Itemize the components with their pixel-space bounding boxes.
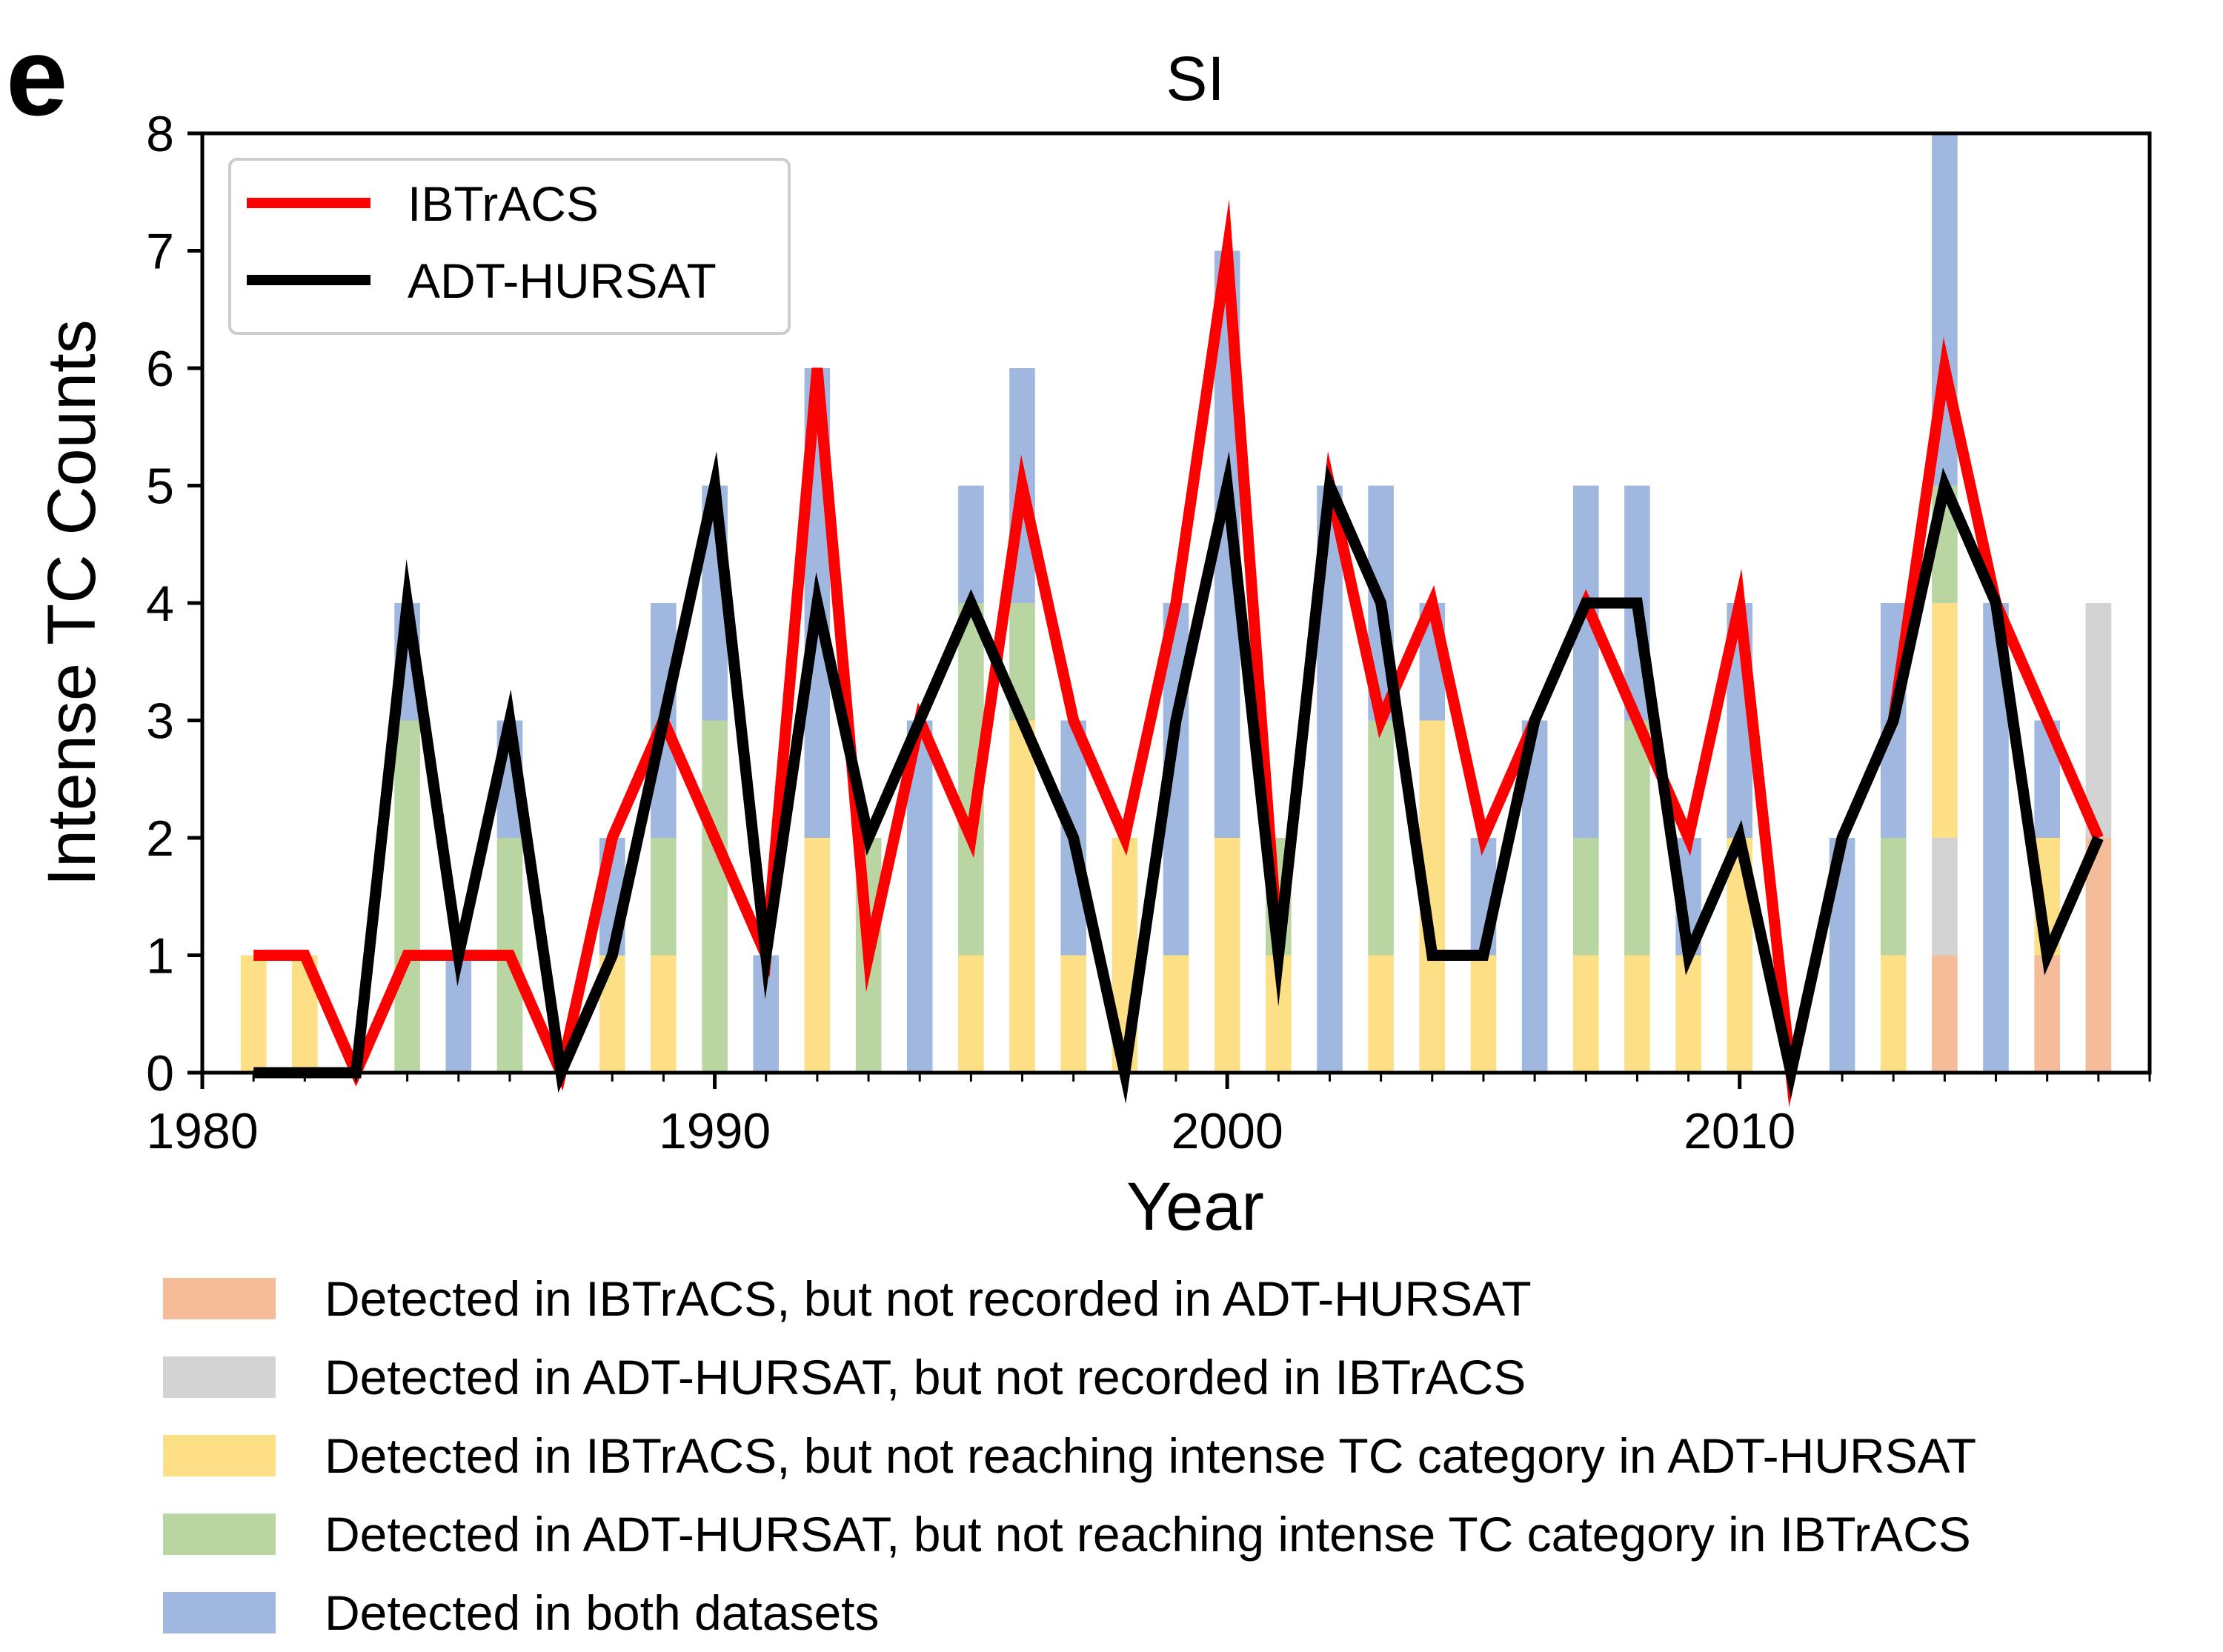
legend-swatch-adt-not-intense: [163, 1513, 276, 1555]
bar-ibtracs_not_intense_adt-1996: [1009, 720, 1035, 1073]
bar-ibtracs_not_intense_adt-1989: [651, 955, 677, 1073]
x-tick-label: 2000: [1172, 1103, 1283, 1159]
bar-ibtracs_not_intense_adt-2000: [1214, 838, 1240, 1073]
x-tick-label: 2010: [1684, 1103, 1795, 1159]
bar-adt_not_intense_ibtracs-2013: [1880, 838, 1907, 956]
legend-label-both: Detected in both datasets: [325, 1585, 880, 1640]
y-tick-label: 2: [146, 810, 174, 867]
bar-ibtracs_not_intense_adt-1999: [1163, 955, 1189, 1073]
bar-adt_not_intense_ibtracs-2003: [1368, 720, 1394, 956]
legend-label-ibtracs-not-intense: Detected in IBTrACS, but not reaching in…: [325, 1428, 1977, 1483]
bar-ibtracs_not_intense_adt-1981: [240, 955, 267, 1073]
bar-both-1995: [958, 485, 984, 603]
bar-ibtracs_not_intense_adt-1995: [958, 955, 984, 1073]
line-legend: IBTrACS ADT-HURSAT: [228, 158, 791, 335]
bar-ibtracs_not_intense_adt-1997: [1060, 955, 1086, 1073]
y-axis-label: Intense TC Counts: [34, 319, 110, 886]
bar-ibtracs_not_intense_adt-2007: [1573, 955, 1599, 1073]
bar-ibtracs_only-2014: [1932, 955, 1958, 1073]
legend-swatch-ibtracs-not-intense: [163, 1435, 276, 1476]
bar-ibtracs_only-2016: [2034, 955, 2060, 1073]
y-tick-label: 8: [146, 106, 174, 162]
y-tick-label: 6: [146, 341, 174, 397]
category-legend-item: Detected in ADT-HURSAT, but not reaching…: [163, 1495, 1976, 1573]
legend-label-ibtracs-only: Detected in IBTrACS, but not recorded in…: [325, 1271, 1532, 1326]
y-tick-label: 0: [146, 1045, 174, 1102]
category-legend-item: Detected in ADT-HURSAT, but not recorded…: [163, 1338, 1976, 1416]
legend-swatch-adt-only: [163, 1356, 276, 1398]
legend-swatch-ibtracs-only: [163, 1278, 276, 1319]
bar-ibtracs_not_intense_adt-2009: [1675, 955, 1701, 1073]
legend-label-adt-only: Detected in ADT-HURSAT, but not recorded…: [325, 1350, 1526, 1405]
bar-ibtracs_not_intense_adt-2008: [1624, 955, 1650, 1073]
bar-adt_not_intense_ibtracs-1989: [651, 838, 677, 956]
bar-adt_not_intense_ibtracs-1990: [702, 720, 728, 1073]
chart-title: SI: [1166, 44, 1224, 113]
panel-letter: e: [6, 14, 68, 139]
bar-adt_only-2014: [1932, 838, 1958, 956]
bar-ibtracs_not_intense_adt-2014: [1932, 603, 1958, 838]
bar-both-2007: [1573, 485, 1599, 838]
legend-swatch-both: [163, 1592, 276, 1633]
y-tick-label: 5: [146, 459, 174, 515]
category-legend-item: Detected in IBTrACS, but not reaching in…: [163, 1416, 1976, 1495]
x-tick-label: 1990: [659, 1103, 771, 1159]
legend-label-adt-hursat: ADT-HURSAT: [408, 253, 717, 308]
y-tick-label: 4: [146, 576, 174, 632]
x-tick-label: 1980: [146, 1103, 258, 1159]
y-tick-label: 7: [146, 224, 174, 280]
category-legend-item: Detected in both datasets: [163, 1573, 1976, 1652]
bar-ibtracs_only-2017: [2085, 838, 2112, 1073]
legend-label-adt-not-intense: Detected in ADT-HURSAT, but not reaching…: [325, 1507, 1971, 1562]
bar-adt_not_intense_ibtracs-2008: [1624, 720, 1650, 956]
y-tick-label: 1: [146, 928, 174, 985]
bar-ibtracs_not_intense_adt-2013: [1880, 955, 1907, 1073]
x-axis-label: Year: [1126, 1169, 1264, 1245]
bar-ibtracs_not_intense_adt-1992: [804, 838, 831, 1073]
category-legend-item: Detected in IBTrACS, but not recorded in…: [163, 1259, 1976, 1338]
bar-adt_not_intense_ibtracs-2007: [1573, 838, 1599, 956]
axes-layer: 0 1 2 3 4 5 6 7 8 1980 1990 2000 2010: [146, 106, 2151, 1159]
legend-label-ibtracs: IBTrACS: [408, 176, 599, 231]
y-tick-label: 3: [146, 693, 174, 750]
chart-svg: SI 0 1 2 3 4 5 6 7 8 1980 1990 2000 2010 Year Intens…: [34, 44, 2152, 1245]
bar-adt_only-2017: [2085, 603, 2112, 838]
category-legend: Detected in IBTrACS, but not recorded in…: [163, 1259, 1976, 1652]
bar-ibtracs_not_intense_adt-2003: [1368, 955, 1394, 1073]
bar-adt_not_intense_ibtracs-1984: [394, 720, 420, 1073]
bar-ibtracs_not_intense_adt-2005: [1470, 955, 1497, 1073]
